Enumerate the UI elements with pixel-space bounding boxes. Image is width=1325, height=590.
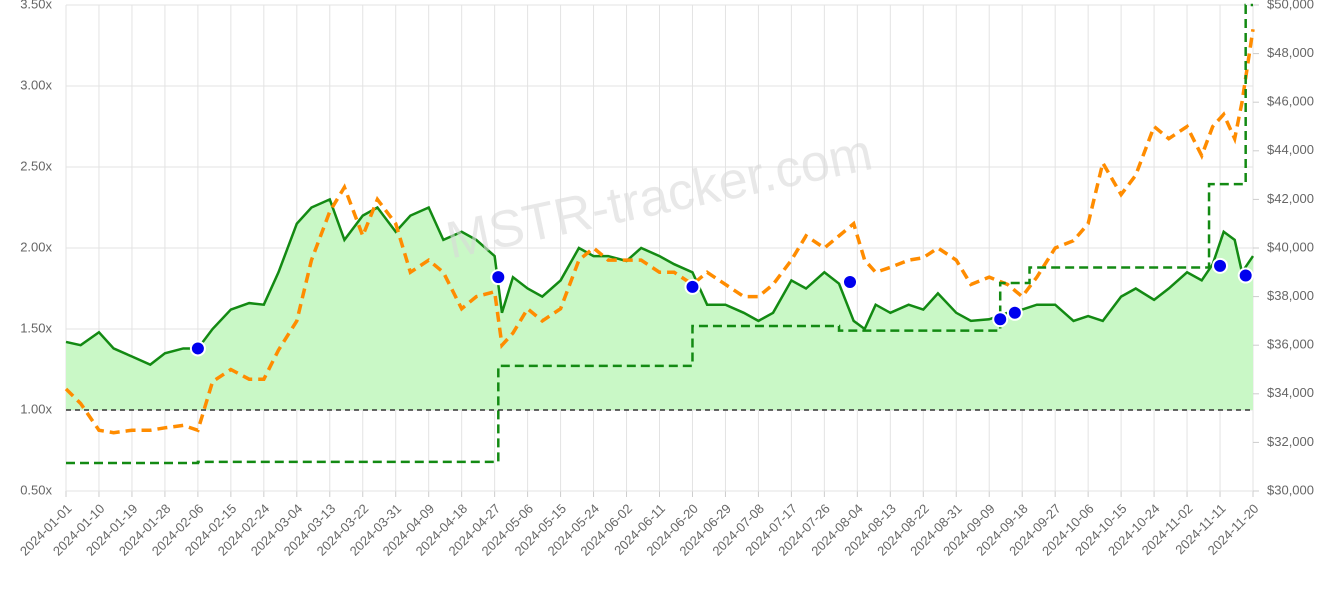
event-point [1237, 267, 1254, 284]
event-point [1212, 257, 1229, 274]
y-tick-label: 2.00x [20, 239, 52, 254]
y-tick-label: 2.50x [20, 158, 52, 173]
event-point [189, 340, 206, 357]
line [65, 197, 1255, 367]
y2-tick-label: $48,000 [1267, 45, 1314, 60]
y-tick-label: 3.50x [20, 0, 52, 11]
y-tick-label: 3.00x [20, 77, 52, 92]
event-point [684, 278, 701, 295]
y2-tick-label: $34,000 [1267, 385, 1314, 400]
y2-tick-label: $42,000 [1267, 191, 1314, 206]
event-point [490, 269, 507, 286]
y2-tick-label: $30,000 [1267, 482, 1314, 497]
y2-tick-label: $46,000 [1267, 94, 1314, 109]
y2-tick-label: $40,000 [1267, 239, 1314, 254]
y-tick-label: 1.00x [20, 401, 52, 416]
y2-tick-label: $50,000 [1267, 0, 1314, 11]
event-point [842, 274, 859, 291]
area-fill [66, 199, 1253, 410]
dashed-line [64, 29, 1255, 435]
y2-tick-label: $36,000 [1267, 337, 1314, 352]
step-line [66, 3, 1253, 465]
y-tick-label: 1.50x [20, 320, 52, 335]
y2-tick-label: $38,000 [1267, 288, 1314, 303]
y2-tick-label: $44,000 [1267, 142, 1314, 157]
event-point [1006, 304, 1023, 321]
y2-tick-label: $32,000 [1267, 434, 1314, 449]
y-tick-label: 0.50x [20, 482, 52, 497]
event-point [992, 311, 1009, 328]
